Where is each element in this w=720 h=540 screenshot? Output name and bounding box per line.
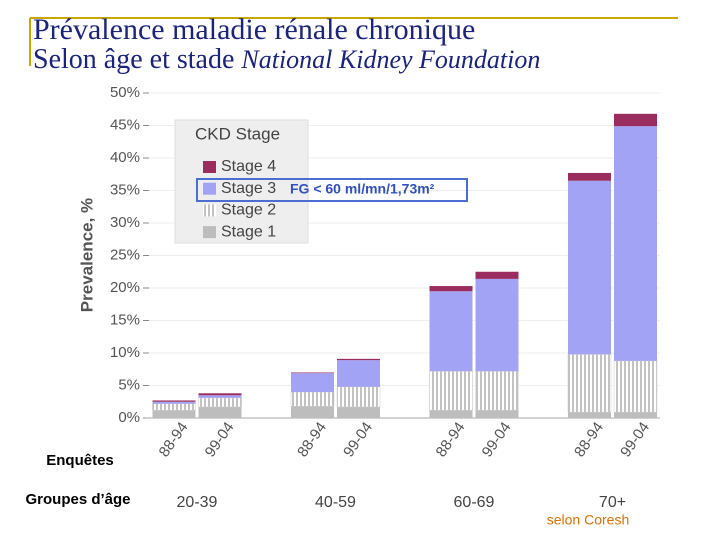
bar-segment <box>429 291 473 372</box>
bar-segment <box>475 271 519 279</box>
bar-segment <box>429 410 473 418</box>
bar-segment <box>568 412 611 418</box>
legend-label: Stage 4 <box>221 158 276 175</box>
bar-segment <box>152 403 196 411</box>
group-label: 70+ <box>599 494 626 511</box>
bar-segment <box>429 286 473 292</box>
annotation-box <box>196 178 468 202</box>
bar-segment <box>475 278 519 372</box>
bar-segment <box>475 410 519 418</box>
y-tick-label: 5% <box>118 376 140 393</box>
y-tick-label: 30% <box>110 214 140 231</box>
source: selon Coresh <box>547 512 630 528</box>
legend-label: Stage 2 <box>221 202 276 219</box>
bar-segment <box>613 360 658 413</box>
subtitle-source: National Kidney Foundation <box>240 45 540 74</box>
x-tick-label: 88-94 <box>156 419 192 460</box>
bar-segment <box>568 180 611 355</box>
legend-label: Stage 3 <box>221 180 276 197</box>
bar-segment <box>614 412 657 418</box>
title: Prévalence maladie rénale chronique <box>33 13 475 46</box>
bar-segment <box>337 358 380 361</box>
x-tick-label: 88-94 <box>571 419 607 460</box>
x-tick-label: 88-94 <box>433 419 469 460</box>
bar-segment <box>152 400 196 402</box>
y-axis-label: Prevalence, % <box>77 198 96 312</box>
annotation: FG < 60 ml/mn/1,73m² <box>290 181 435 197</box>
legend: Stage 4 Stage 3 Stage 2 Stage 1 <box>203 158 276 240</box>
bar-segment <box>336 386 381 408</box>
y-tick-label: 50% <box>110 84 140 101</box>
bar-segment <box>337 406 380 418</box>
y-tick-label: 35% <box>110 181 140 198</box>
x-tick-label: 99-04 <box>479 419 515 460</box>
bar-segment <box>152 401 196 404</box>
bar-segment <box>475 370 519 411</box>
subtitle-text: Selon âge et stade <box>33 44 234 75</box>
bar-segment <box>291 373 334 392</box>
bar-segment <box>614 113 657 127</box>
y-tick-label: 0% <box>118 409 140 426</box>
x-tick-label: 99-04 <box>617 419 653 460</box>
bar-segment <box>198 395 242 398</box>
bar-segment <box>198 397 242 408</box>
bar-segment <box>614 126 657 361</box>
y-tick-label: 45% <box>110 116 140 133</box>
bar-segment <box>568 172 611 181</box>
x-tick-label: 99-04 <box>202 419 238 460</box>
bar-segment <box>198 406 242 418</box>
legend-swatch <box>203 161 216 173</box>
legend-swatch <box>203 204 216 217</box>
legend-swatch <box>203 182 216 195</box>
legend-label: Stage 1 <box>221 223 276 240</box>
row-label: Enquêtes <box>46 452 114 469</box>
x-tick-label: 88-94 <box>294 419 330 460</box>
row-label: Groupes d’âge <box>25 491 130 508</box>
bar-segment <box>290 391 335 407</box>
group-label: 60-69 <box>454 494 495 511</box>
bar-segment <box>567 354 612 413</box>
bar-segment <box>337 360 380 387</box>
group-label: 40-59 <box>315 494 356 511</box>
y-tick-label: 10% <box>110 344 140 361</box>
x-tick-label: 99-04 <box>340 419 376 460</box>
subtitle: Selon âge et stade National Kidney Found… <box>33 44 540 75</box>
y-tick-label: 20% <box>110 279 140 296</box>
y-tick-label: 15% <box>110 311 140 328</box>
bar-segment <box>198 393 242 396</box>
y-tick-label: 40% <box>110 149 140 166</box>
group-label: 20-39 <box>177 494 218 511</box>
y-tick-label: 25% <box>110 246 140 263</box>
bar-segment <box>291 372 334 374</box>
bar-segment <box>429 370 473 411</box>
bar-segment <box>291 406 334 418</box>
legend-swatch <box>203 226 216 239</box>
bar-segment <box>152 410 196 418</box>
legend-title: CKD Stage <box>195 124 280 143</box>
